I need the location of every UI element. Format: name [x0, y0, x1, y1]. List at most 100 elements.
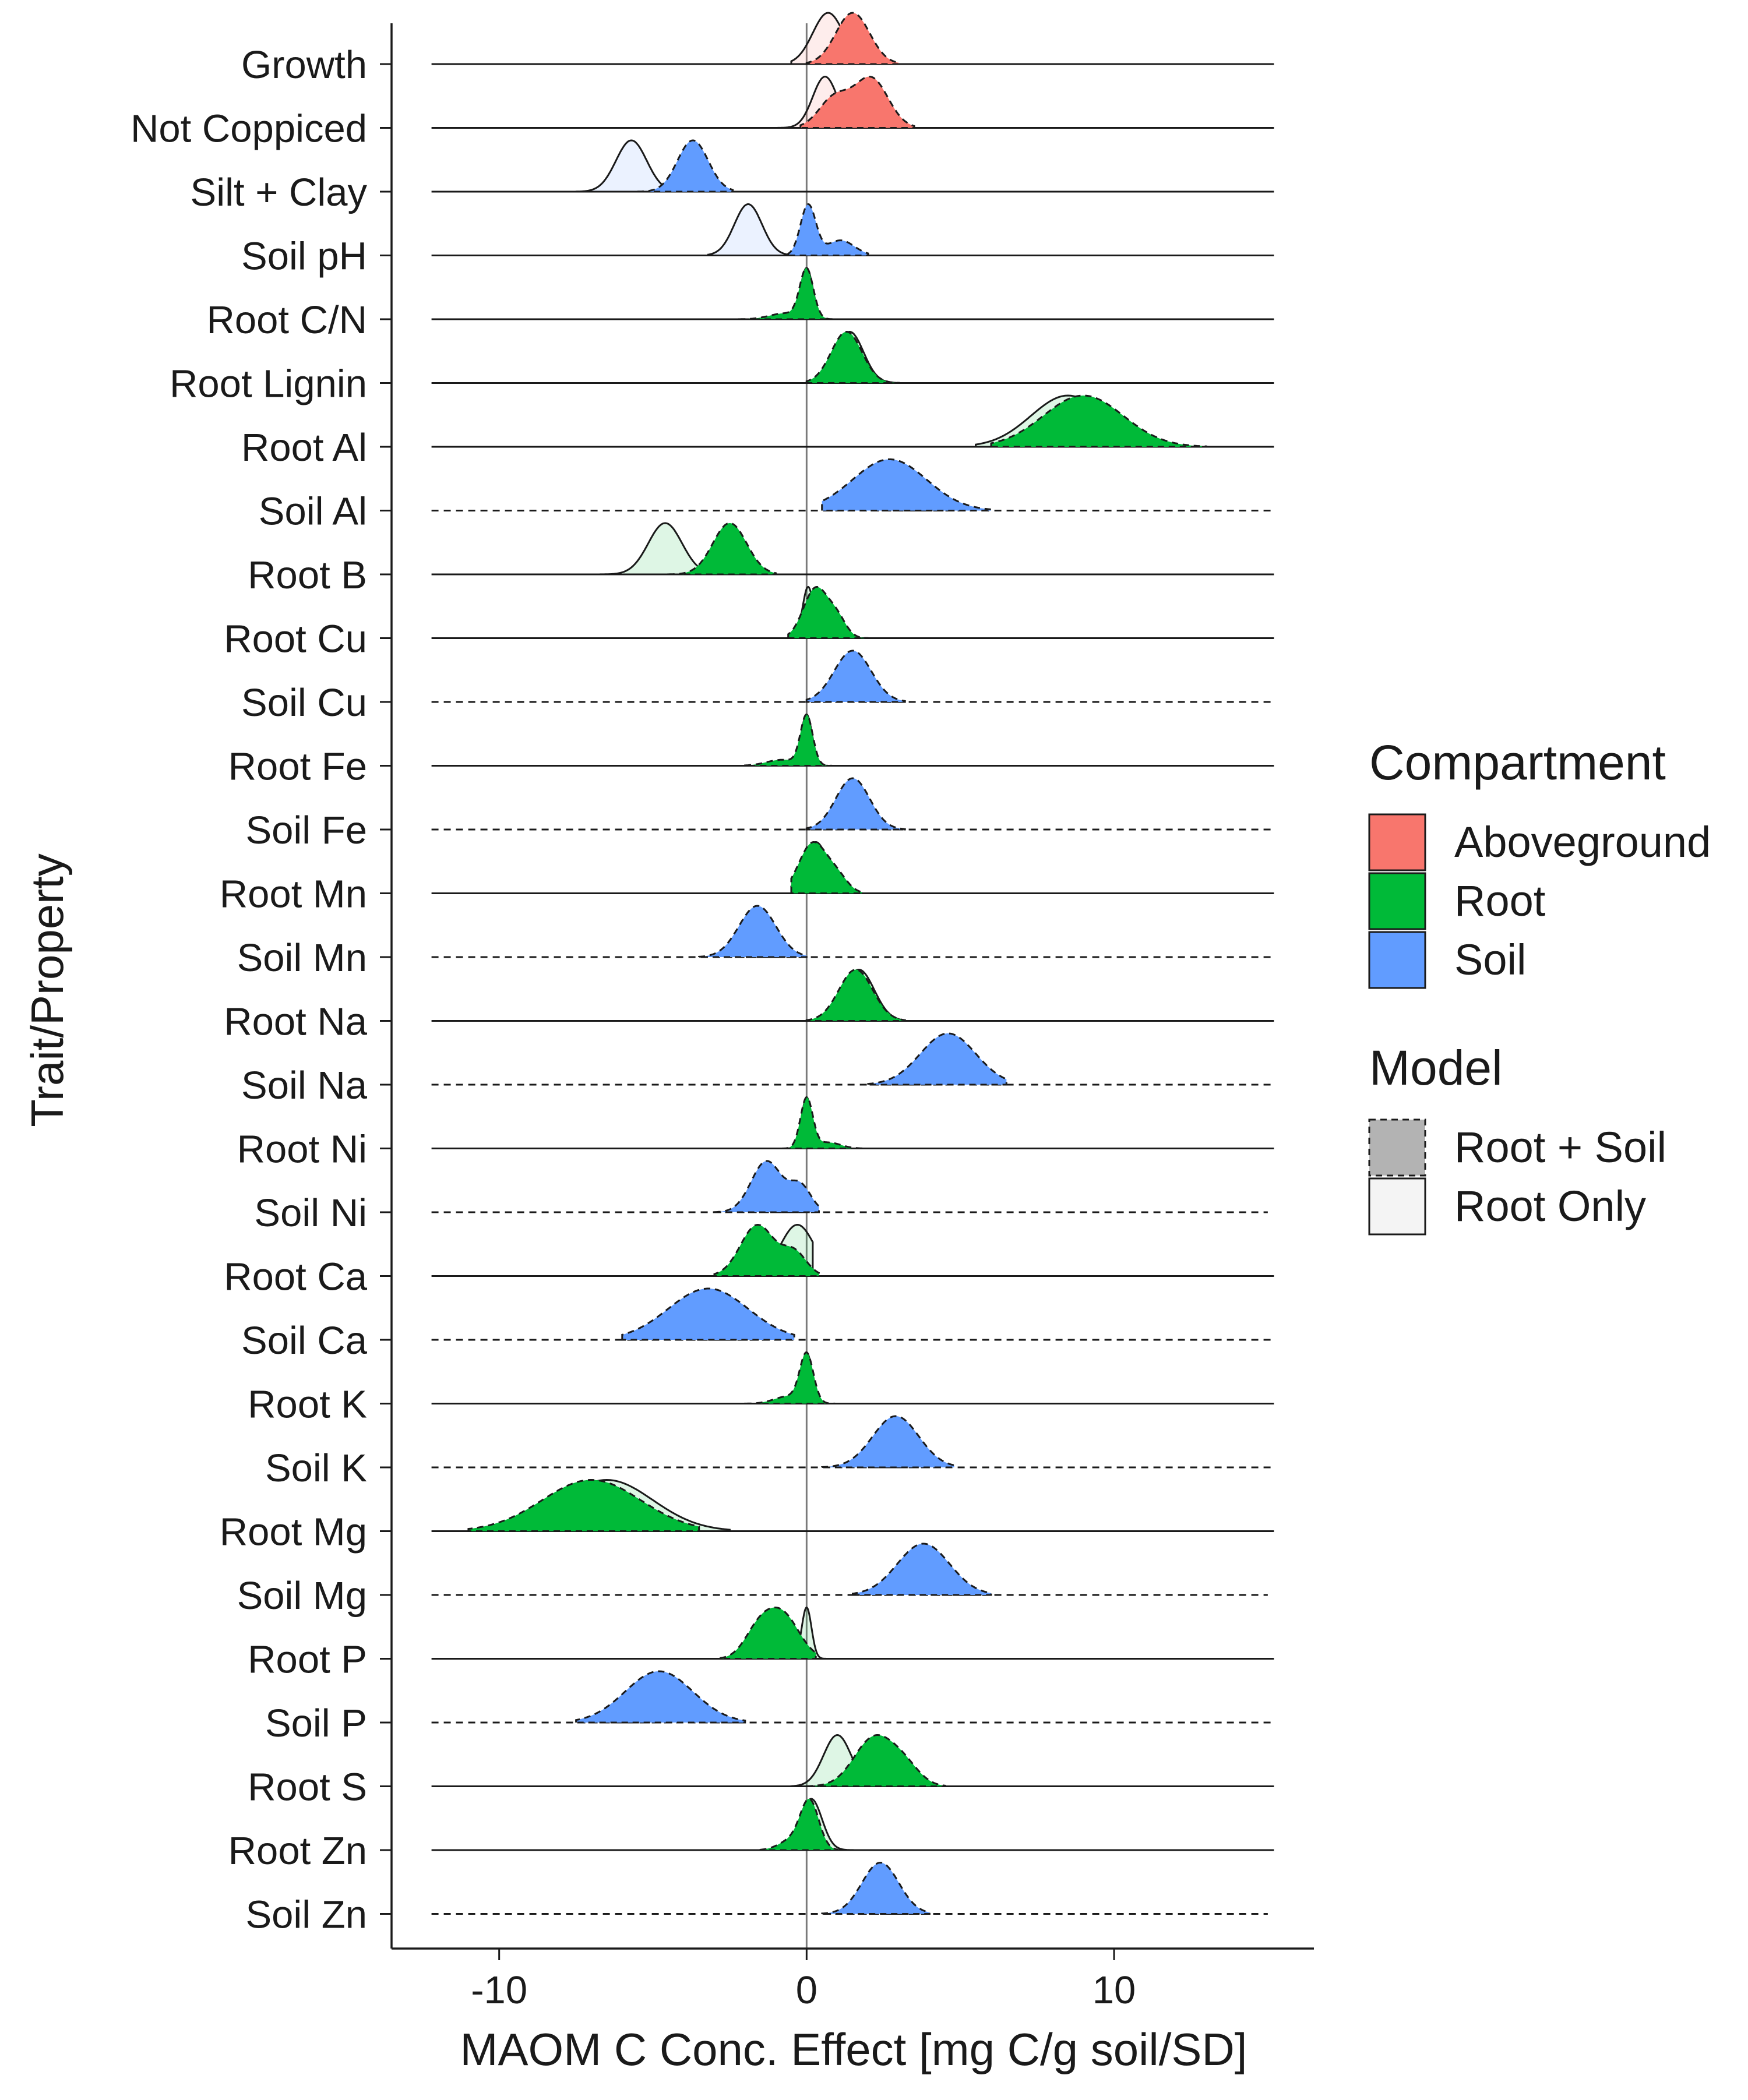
ridge-root-soil	[821, 458, 992, 511]
ridge-row	[431, 905, 1274, 958]
ridge-row	[431, 331, 1274, 384]
legend-key-compartment	[1368, 872, 1426, 930]
y-tick-label: Soil Mg	[237, 1574, 367, 1618]
ridge-row	[431, 1096, 1274, 1149]
ridge-root-soil	[781, 1096, 863, 1149]
ridge-root-soil	[667, 522, 777, 576]
legend-compartment-title: Compartment	[1369, 735, 1666, 790]
ridge-row	[431, 1415, 1274, 1469]
y-tick-label: Root P	[248, 1638, 367, 1682]
ridge-row	[431, 1032, 1274, 1086]
y-tick-label: Root Ca	[224, 1255, 368, 1299]
ridge-row	[431, 1606, 1274, 1660]
y-tick-label: Soil pH	[241, 235, 367, 278]
ridge-row	[431, 1734, 1274, 1787]
x-tick-label: 0	[796, 1968, 817, 2012]
legend-label-compartment: Soil	[1454, 936, 1526, 984]
ridge-row	[431, 841, 1274, 894]
legend-key-model	[1368, 1177, 1426, 1236]
ridge-root-soil	[805, 331, 900, 384]
x-axis-title: MAOM C Conc. Effect [mg C/g soil/SD]	[460, 2024, 1247, 2075]
ridge-root-soil	[821, 1415, 956, 1469]
ridge-row	[431, 203, 1274, 256]
ridge-row	[431, 267, 1274, 320]
ridge-root-soil	[720, 1607, 817, 1660]
legend-label-model: Root Only	[1454, 1182, 1646, 1230]
ridge-row	[431, 968, 1274, 1022]
y-axis-title: Trait/Property	[22, 853, 73, 1127]
ridge-root-soil	[787, 586, 869, 639]
ridge-row	[431, 139, 1274, 193]
ridge-row	[431, 1478, 1274, 1532]
ridge-root-soil	[787, 203, 869, 256]
legend-label-compartment: Root	[1454, 877, 1546, 925]
y-tick-label: Not Coppiced	[131, 107, 367, 151]
y-tick-label: Root Fe	[228, 745, 367, 789]
y-tick-label: Root Zn	[228, 1829, 367, 1873]
ridge-row	[431, 1670, 1274, 1724]
y-tick-label: Growth	[241, 43, 367, 87]
ridge-row	[431, 585, 1274, 639]
ridge-row	[431, 394, 1274, 448]
y-tick-label: Root Cu	[224, 617, 367, 661]
legend-key-compartment	[1368, 931, 1426, 989]
y-tick-label: Root K	[248, 1383, 367, 1427]
ridge-root-soil	[575, 1670, 746, 1724]
ridge-root-soil	[821, 1861, 931, 1915]
y-tick-label: Soil Na	[241, 1064, 368, 1107]
y-tick-label: Root Mg	[220, 1510, 367, 1554]
ridge-root-soil	[744, 1351, 836, 1404]
y-tick-label: Soil P	[265, 1702, 367, 1745]
ridge-root-soil	[759, 1798, 838, 1851]
ridge-root-soil	[698, 905, 808, 958]
ridge-root-soil	[713, 1160, 820, 1213]
ridge-row	[431, 1287, 1274, 1341]
plot-area	[431, 12, 1274, 1949]
x-tick-label: 10	[1092, 1968, 1136, 2012]
ridge-root-soil	[467, 1479, 700, 1532]
legend-model-title: Model	[1369, 1040, 1503, 1095]
legend: Compartment Model Aboveground Root Soil Roo…	[1368, 735, 1711, 1236]
y-tick-label: Soil Ni	[254, 1191, 367, 1235]
ridge-root-soil	[805, 1734, 946, 1787]
axes: Growth Not Coppiced Silt + Clay Soil pH Root…	[131, 23, 1314, 2012]
y-tick-label: Root Lignin	[170, 362, 367, 406]
ridge-row	[431, 12, 1274, 65]
ridge-root-soil	[990, 394, 1207, 448]
ridge-root-soil	[790, 841, 863, 894]
ridge-root-only	[707, 203, 798, 256]
ridge-root-soil	[852, 1543, 992, 1596]
legend-label-model: Root + Soil	[1454, 1123, 1666, 1171]
ridge-root-soil	[799, 76, 915, 129]
y-tick-label: Silt + Clay	[191, 171, 368, 214]
y-tick-label: Soil Cu	[241, 681, 367, 725]
y-tick-label: Root Ni	[237, 1128, 367, 1171]
ridge-root-soil	[805, 650, 906, 703]
ridge-row	[431, 1160, 1268, 1213]
y-tick-label: Soil K	[265, 1446, 367, 1490]
x-tick-label: -10	[471, 1968, 527, 2012]
ridge-root-soil	[805, 777, 906, 831]
ridge-row	[431, 1223, 1274, 1277]
y-tick-label: Root B	[248, 553, 367, 597]
legend-key-compartment	[1368, 813, 1426, 871]
ridge-row	[431, 522, 1274, 576]
ridge-root-soil	[636, 139, 734, 193]
ridge-row	[431, 1861, 1268, 1915]
ridge-row	[431, 458, 1274, 511]
y-tick-label: Root Na	[224, 1000, 368, 1044]
ridge-root-soil	[867, 1032, 1007, 1086]
legend-label-compartment: Aboveground	[1454, 818, 1711, 866]
ridge-row	[431, 650, 1274, 703]
y-tick-label: Soil Ca	[241, 1319, 368, 1363]
ridge-row	[431, 713, 1274, 767]
y-tick-label: Root Mn	[220, 873, 367, 916]
y-tick-label: Root Al	[241, 426, 367, 470]
legend-key-model	[1368, 1118, 1426, 1177]
y-tick-label: Soil Zn	[245, 1893, 367, 1937]
y-tick-label: Root S	[248, 1766, 367, 1809]
ridge-row	[431, 75, 1274, 129]
y-tick-label: Soil Mn	[237, 936, 367, 980]
